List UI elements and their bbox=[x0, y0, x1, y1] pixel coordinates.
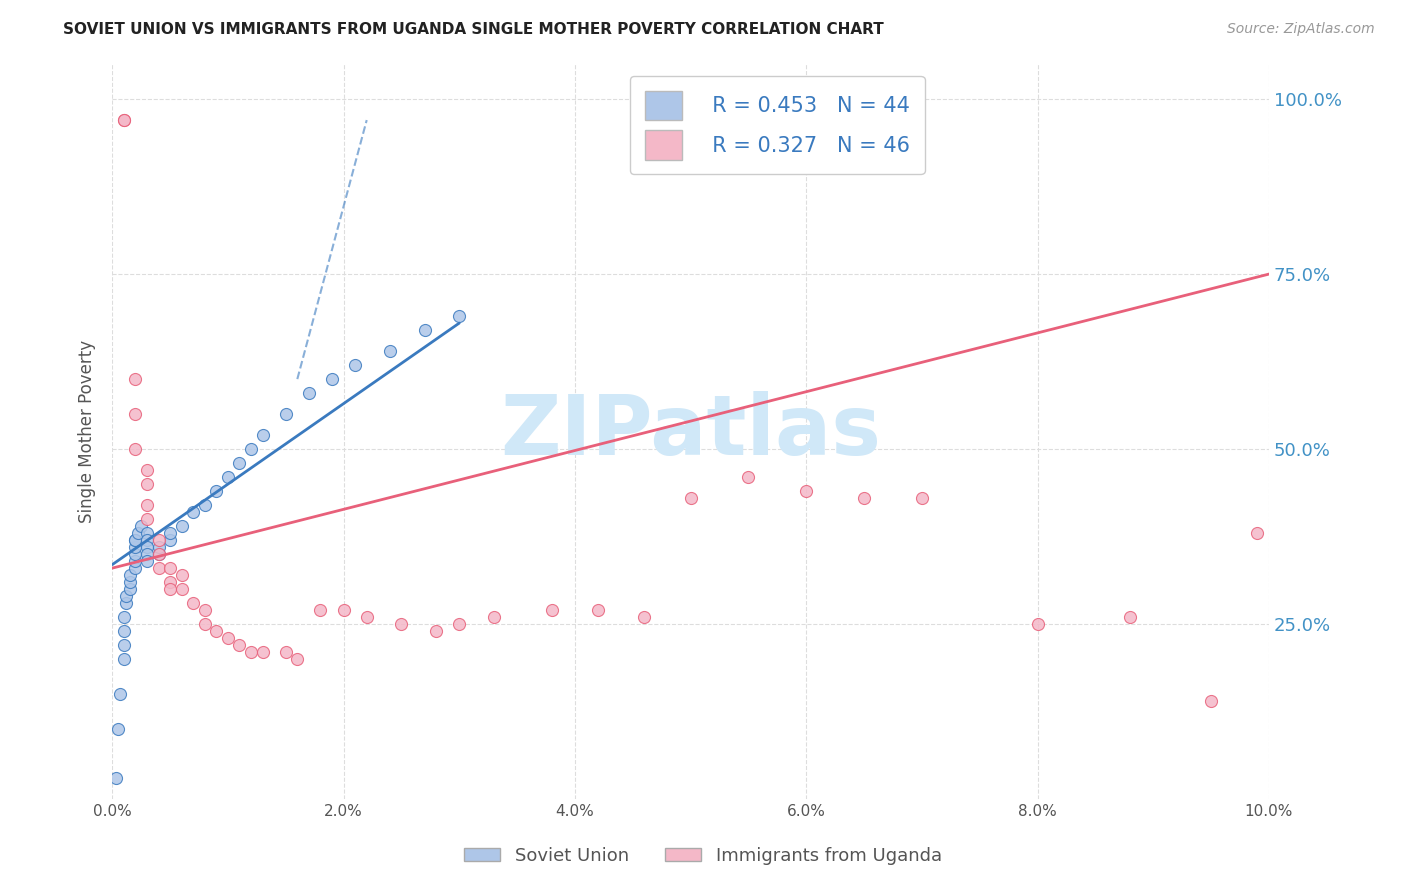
Point bbox=[274, 407, 297, 421]
Point bbox=[240, 442, 263, 456]
Point bbox=[110, 687, 132, 701]
Point bbox=[112, 113, 135, 128]
Point bbox=[124, 561, 146, 575]
Point bbox=[112, 624, 135, 639]
Point bbox=[378, 344, 401, 359]
Point bbox=[170, 519, 193, 533]
Point bbox=[205, 484, 228, 499]
Point bbox=[124, 442, 146, 456]
Point bbox=[112, 652, 135, 666]
Point bbox=[633, 610, 655, 624]
Point bbox=[1119, 610, 1142, 624]
Point bbox=[217, 470, 239, 484]
Point bbox=[181, 505, 204, 519]
Point bbox=[148, 540, 170, 554]
Point bbox=[194, 617, 217, 632]
Point bbox=[170, 568, 193, 582]
Point bbox=[425, 624, 447, 639]
Point bbox=[298, 386, 321, 401]
Point bbox=[391, 617, 413, 632]
Point bbox=[118, 568, 141, 582]
Point bbox=[449, 309, 471, 323]
Point bbox=[217, 631, 239, 645]
Point bbox=[586, 603, 609, 617]
Point bbox=[911, 491, 934, 505]
Point bbox=[181, 596, 204, 610]
Point bbox=[112, 638, 135, 652]
Point bbox=[252, 428, 274, 442]
Y-axis label: Single Mother Poverty: Single Mother Poverty bbox=[79, 340, 96, 524]
Point bbox=[482, 610, 505, 624]
Point bbox=[124, 407, 146, 421]
Point bbox=[159, 526, 181, 541]
Point bbox=[124, 533, 146, 548]
Point bbox=[136, 540, 159, 554]
Point bbox=[115, 589, 138, 603]
Point bbox=[1246, 526, 1268, 541]
Point bbox=[127, 526, 149, 541]
Point bbox=[136, 526, 159, 541]
Point bbox=[853, 491, 876, 505]
Point bbox=[449, 617, 471, 632]
Text: ZIPatlas: ZIPatlas bbox=[501, 391, 882, 472]
Point bbox=[136, 477, 159, 491]
Point bbox=[228, 456, 250, 470]
Point bbox=[104, 771, 127, 785]
Text: Source: ZipAtlas.com: Source: ZipAtlas.com bbox=[1227, 22, 1375, 37]
Point bbox=[136, 463, 159, 477]
Point bbox=[124, 540, 146, 554]
Point bbox=[115, 596, 138, 610]
Point bbox=[285, 652, 308, 666]
Point bbox=[136, 512, 159, 526]
Point bbox=[124, 533, 146, 548]
Point bbox=[228, 638, 250, 652]
Point bbox=[274, 645, 297, 659]
Point bbox=[794, 484, 817, 499]
Point bbox=[148, 547, 170, 561]
Point bbox=[170, 582, 193, 596]
Point bbox=[136, 547, 159, 561]
Point bbox=[148, 561, 170, 575]
Point bbox=[124, 554, 146, 568]
Point bbox=[159, 561, 181, 575]
Point bbox=[129, 519, 152, 533]
Point bbox=[159, 575, 181, 590]
Point bbox=[112, 610, 135, 624]
Point bbox=[107, 722, 129, 736]
Point bbox=[679, 491, 702, 505]
Point bbox=[240, 645, 263, 659]
Point bbox=[356, 610, 378, 624]
Point bbox=[194, 498, 217, 512]
Point bbox=[332, 603, 354, 617]
Point bbox=[205, 624, 228, 639]
Point bbox=[309, 603, 332, 617]
Point bbox=[136, 533, 159, 548]
Point bbox=[159, 582, 181, 596]
Text: SOVIET UNION VS IMMIGRANTS FROM UGANDA SINGLE MOTHER POVERTY CORRELATION CHART: SOVIET UNION VS IMMIGRANTS FROM UGANDA S… bbox=[63, 22, 884, 37]
Point bbox=[124, 372, 146, 386]
Point bbox=[136, 498, 159, 512]
Point bbox=[344, 358, 367, 372]
Point bbox=[321, 372, 343, 386]
Legend: Soviet Union, Immigrants from Uganda: Soviet Union, Immigrants from Uganda bbox=[457, 840, 949, 872]
Point bbox=[148, 533, 170, 548]
Point bbox=[540, 603, 562, 617]
Point bbox=[118, 582, 141, 596]
Point bbox=[1199, 694, 1222, 708]
Point bbox=[159, 533, 181, 548]
Point bbox=[252, 645, 274, 659]
Point bbox=[413, 323, 436, 337]
Point bbox=[1026, 617, 1049, 632]
Point bbox=[148, 547, 170, 561]
Point bbox=[194, 603, 217, 617]
Point bbox=[124, 547, 146, 561]
Point bbox=[118, 575, 141, 590]
Point bbox=[112, 113, 135, 128]
Legend:   R = 0.453   N = 44,   R = 0.327   N = 46: R = 0.453 N = 44, R = 0.327 N = 46 bbox=[630, 76, 925, 175]
Point bbox=[737, 470, 759, 484]
Point bbox=[136, 554, 159, 568]
